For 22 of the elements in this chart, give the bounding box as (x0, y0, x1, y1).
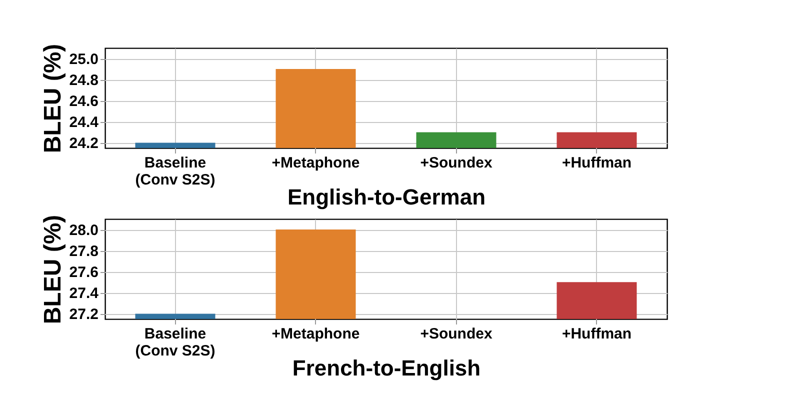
x-axis-title: English-to-German (287, 184, 486, 210)
y-tick-label: 27.4 (69, 285, 100, 302)
y-tick-label: 27.2 (69, 306, 98, 324)
y-axis-title: BLEU (%) (39, 44, 66, 154)
y-tick-label: 24.2 (69, 135, 98, 152)
x-tick-label: +Huffman (562, 154, 632, 172)
x-tick-label: +Huffman (562, 326, 632, 342)
y-tick-label: 27.8 (69, 243, 98, 260)
y-tick-label: 24.6 (69, 93, 98, 110)
x-tick-label: +Metaphone (272, 154, 360, 172)
x-tick-label: +Soundex (420, 154, 493, 172)
y-tick-label: 25.0 (69, 51, 98, 68)
y-axis-title: BLEU (%) (39, 214, 66, 324)
x-tick-label: Baseline (Conv S2S) (135, 326, 216, 360)
x-axis-title: French-to-English (292, 356, 481, 380)
x-tick-label: +Soundex (420, 326, 493, 342)
y-tick-label: 27.6 (69, 264, 98, 282)
y-tick-label: 24.8 (69, 72, 98, 90)
x-tick-label: Baseline (Conv S2S) (135, 154, 216, 188)
y-tick-label: 24.4 (69, 114, 100, 132)
x-tick-label: +Metaphone (272, 326, 360, 342)
y-tick-label: 28.0 (69, 222, 98, 240)
